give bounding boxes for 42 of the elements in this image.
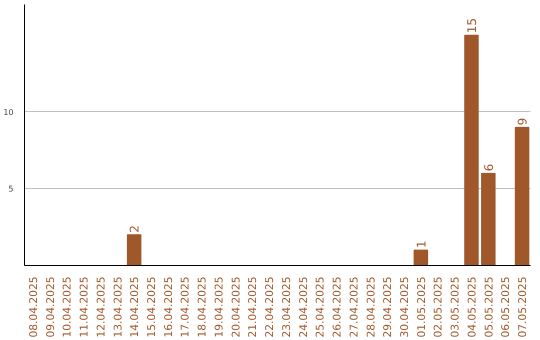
x-tick-label: 02.05.2025 <box>432 276 445 338</box>
x-tick-label: 12.04.2025 <box>94 276 108 338</box>
x-tick-label: 18.04.2025 <box>196 276 209 338</box>
x-tick-label: 06.05.2025 <box>499 276 512 338</box>
x-tick-label: 27.04.2025 <box>347 276 360 338</box>
x-tick-label: 25.04.2025 <box>314 276 327 338</box>
x-tick-label: 05.05.2025 <box>482 276 496 338</box>
x-tick-label: 20.04.2025 <box>229 276 242 338</box>
x-tick-label: 01.05.2025 <box>414 276 428 338</box>
data-label: 6 <box>482 164 496 172</box>
data-label: 15 <box>464 18 479 34</box>
x-tick-label: 16.04.2025 <box>162 276 175 338</box>
x-tick-label: 21.04.2025 <box>246 276 260 338</box>
x-tick-label: 04.05.2025 <box>465 276 478 338</box>
x-tick-label: 13.04.2025 <box>111 276 124 338</box>
data-label: 9 <box>516 118 530 126</box>
x-tick-label: 29.04.2025 <box>381 276 394 338</box>
x-tick-label: 08.04.2025 <box>26 276 40 338</box>
y-tick-label: 5 <box>8 184 14 194</box>
x-tick-label: 09.04.2025 <box>44 276 57 338</box>
x-tick-label: 17.04.2025 <box>178 276 192 338</box>
y-tick-label: 10 <box>3 108 14 117</box>
x-tick-label: 07.05.2025 <box>516 276 530 338</box>
data-label: 2 <box>128 225 142 233</box>
data-label: 1 <box>414 240 428 248</box>
x-tick-label: 26.04.2025 <box>330 276 344 338</box>
bar <box>514 126 530 266</box>
bar <box>464 34 479 266</box>
x-tick-label: 23.04.2025 <box>280 276 293 338</box>
x-tick-label: 03.05.2025 <box>448 276 462 338</box>
x-tick-label: 14.04.2025 <box>128 276 142 338</box>
x-tick-label: 22.04.2025 <box>263 276 276 338</box>
bar <box>414 250 428 266</box>
x-tick-label: 10.04.2025 <box>60 276 74 338</box>
bar <box>481 172 496 266</box>
x-tick-label: 30.04.2025 <box>398 276 411 338</box>
x-tick-label: 24.04.2025 <box>296 276 310 338</box>
x-tick-label: 15.04.2025 <box>145 276 158 338</box>
x-tick-label: 28.04.2025 <box>364 276 378 338</box>
x-tick-label: 19.04.2025 <box>212 276 226 338</box>
x-tick-label: 11.04.2025 <box>78 276 91 338</box>
bar <box>126 234 142 266</box>
